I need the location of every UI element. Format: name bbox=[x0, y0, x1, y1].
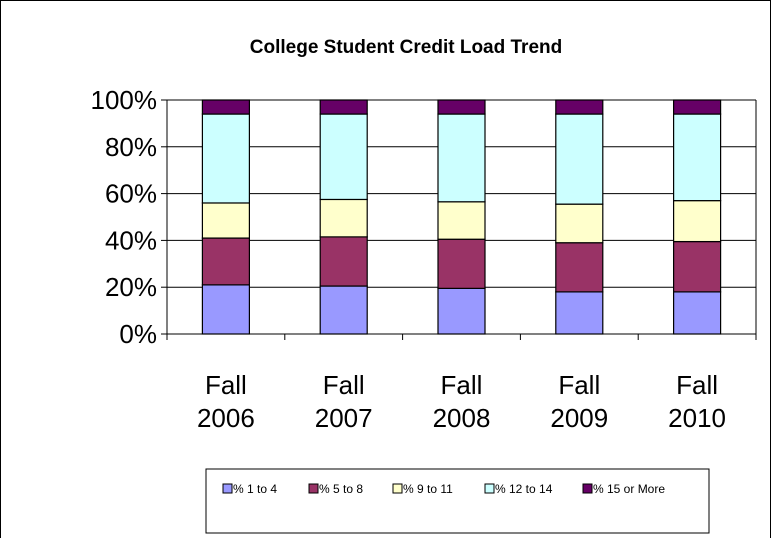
legend-swatch bbox=[392, 483, 403, 494]
legend-label: % 9 to 11 bbox=[403, 482, 453, 496]
bar-segment bbox=[437, 99, 486, 115]
x-category-label: Fall bbox=[205, 370, 247, 400]
bar-segment bbox=[201, 284, 250, 335]
x-category-label: 2007 bbox=[315, 403, 373, 433]
legend-label: % 1 to 4 bbox=[233, 482, 277, 496]
bar-segment bbox=[437, 201, 486, 240]
legend-label: % 5 to 8 bbox=[319, 482, 363, 496]
bar-segment bbox=[319, 99, 368, 115]
bar-segment bbox=[319, 198, 368, 238]
y-tick-label: 60% bbox=[105, 179, 157, 209]
legend-swatch bbox=[582, 483, 593, 494]
bar-segment bbox=[319, 113, 368, 201]
bar-segment bbox=[319, 236, 368, 287]
bar-segment bbox=[672, 113, 722, 202]
x-category-label: 2006 bbox=[197, 403, 255, 433]
legend: % 1 to 4 % 5 to 8 % 9 to 11 % 12 to 14 % 15 … bbox=[205, 468, 710, 534]
bar-segment bbox=[201, 202, 250, 239]
bar-segment bbox=[201, 113, 250, 204]
legend-box bbox=[205, 468, 710, 534]
bar-segment bbox=[201, 237, 250, 286]
chart-title: College Student Credit Load Trend bbox=[250, 37, 562, 58]
bar-segment bbox=[319, 285, 368, 335]
bar-segment bbox=[437, 113, 486, 203]
bar-segment bbox=[555, 203, 604, 244]
bars bbox=[201, 99, 722, 335]
bar-segment bbox=[555, 242, 604, 293]
bar-segment bbox=[672, 240, 722, 293]
bar-segment bbox=[555, 113, 604, 205]
bar-segment bbox=[437, 238, 486, 289]
bar-segment bbox=[672, 99, 722, 115]
x-category-label: 2009 bbox=[550, 403, 608, 433]
y-tick-label: 20% bbox=[105, 272, 157, 302]
x-category-label: Fall bbox=[323, 370, 365, 400]
x-category-label: Fall bbox=[676, 370, 718, 400]
y-axis: 0% 20% 40% 60% 80% 100% bbox=[91, 85, 757, 349]
y-tick-label: 40% bbox=[105, 225, 157, 255]
y-tick-label: 100% bbox=[91, 85, 158, 115]
y-tick-label: 0% bbox=[119, 319, 157, 349]
bar-segment bbox=[555, 291, 604, 335]
legend-swatch bbox=[308, 483, 319, 494]
legend-swatch bbox=[484, 483, 495, 494]
x-category-label: 2008 bbox=[433, 403, 491, 433]
bar-segment bbox=[437, 287, 486, 335]
x-category-label: Fall bbox=[441, 370, 483, 400]
y-tick-label: 80% bbox=[105, 132, 157, 162]
legend-swatch bbox=[222, 483, 233, 494]
bar-segment bbox=[672, 200, 722, 243]
bar-segment bbox=[555, 99, 604, 115]
x-category-label: Fall bbox=[558, 370, 600, 400]
legend-items: % 1 to 4 % 5 to 8 % 9 to 11 % 12 to 14 % 15 … bbox=[222, 482, 665, 496]
legend-label: % 12 to 14 bbox=[495, 482, 553, 496]
x-category-label: 2010 bbox=[668, 403, 726, 433]
legend-label: % 15 or More bbox=[593, 482, 665, 496]
bar-segment bbox=[201, 99, 250, 115]
bar-segment bbox=[672, 291, 722, 335]
